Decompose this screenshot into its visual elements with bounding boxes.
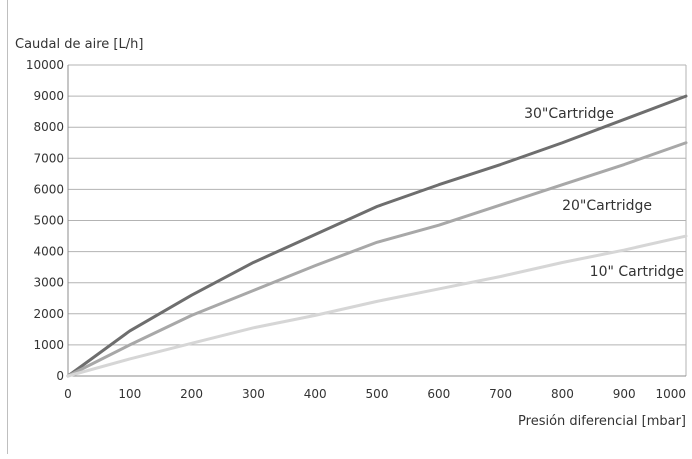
series-line-1 (66, 94, 688, 378)
y-tick-label: 8000 (33, 120, 64, 134)
series-labels: 30"Cartridge 20"Cartridge 10" Cartridge (524, 106, 684, 280)
y-tick-label: 2000 (33, 307, 64, 321)
y-tick-label: 7000 (33, 151, 64, 165)
x-tick-label: 800 (551, 387, 574, 401)
series-label-2: 20"Cartridge (562, 198, 652, 214)
y-tick-label: 3000 (33, 276, 64, 290)
x-tick-label: 1000 (655, 387, 686, 401)
x-tick-label: 900 (613, 387, 636, 401)
x-tick-label: 500 (366, 387, 389, 401)
x-tick-label: 0 (64, 387, 72, 401)
series-lines (66, 94, 688, 378)
y-tick-labels: 0 1000 2000 3000 4000 5000 6000 7000 8000 9000 100… (26, 58, 64, 383)
y-tick-label: 5000 (33, 214, 64, 228)
series-line-3 (66, 234, 688, 378)
x-tick-label: 600 (427, 387, 450, 401)
x-tick-label: 200 (180, 387, 203, 401)
x-tick-label: 300 (242, 387, 265, 401)
series-label-1: 30"Cartridge (524, 106, 614, 122)
y-tick-label: 4000 (33, 245, 64, 259)
y-axis-title: Caudal de aire [L/h] (15, 37, 143, 52)
x-axis-title: Presión diferencial [mbar] (518, 414, 686, 429)
series-line-2 (66, 141, 688, 378)
y-tick-label: 1000 (33, 338, 64, 352)
y-tick-label: 0 (56, 369, 64, 383)
x-tick-label: 700 (489, 387, 512, 401)
y-tick-label: 10000 (26, 58, 64, 72)
y-tick-label: 9000 (33, 89, 64, 103)
x-tick-label: 100 (118, 387, 141, 401)
y-tick-label: 6000 (33, 182, 64, 196)
x-tick-label: 400 (304, 387, 327, 401)
x-tick-labels: 0 100 200 300 400 500 600 700 800 900 1000 (64, 387, 686, 401)
series-label-3: 10" Cartridge (590, 264, 684, 280)
axes (67, 65, 687, 377)
